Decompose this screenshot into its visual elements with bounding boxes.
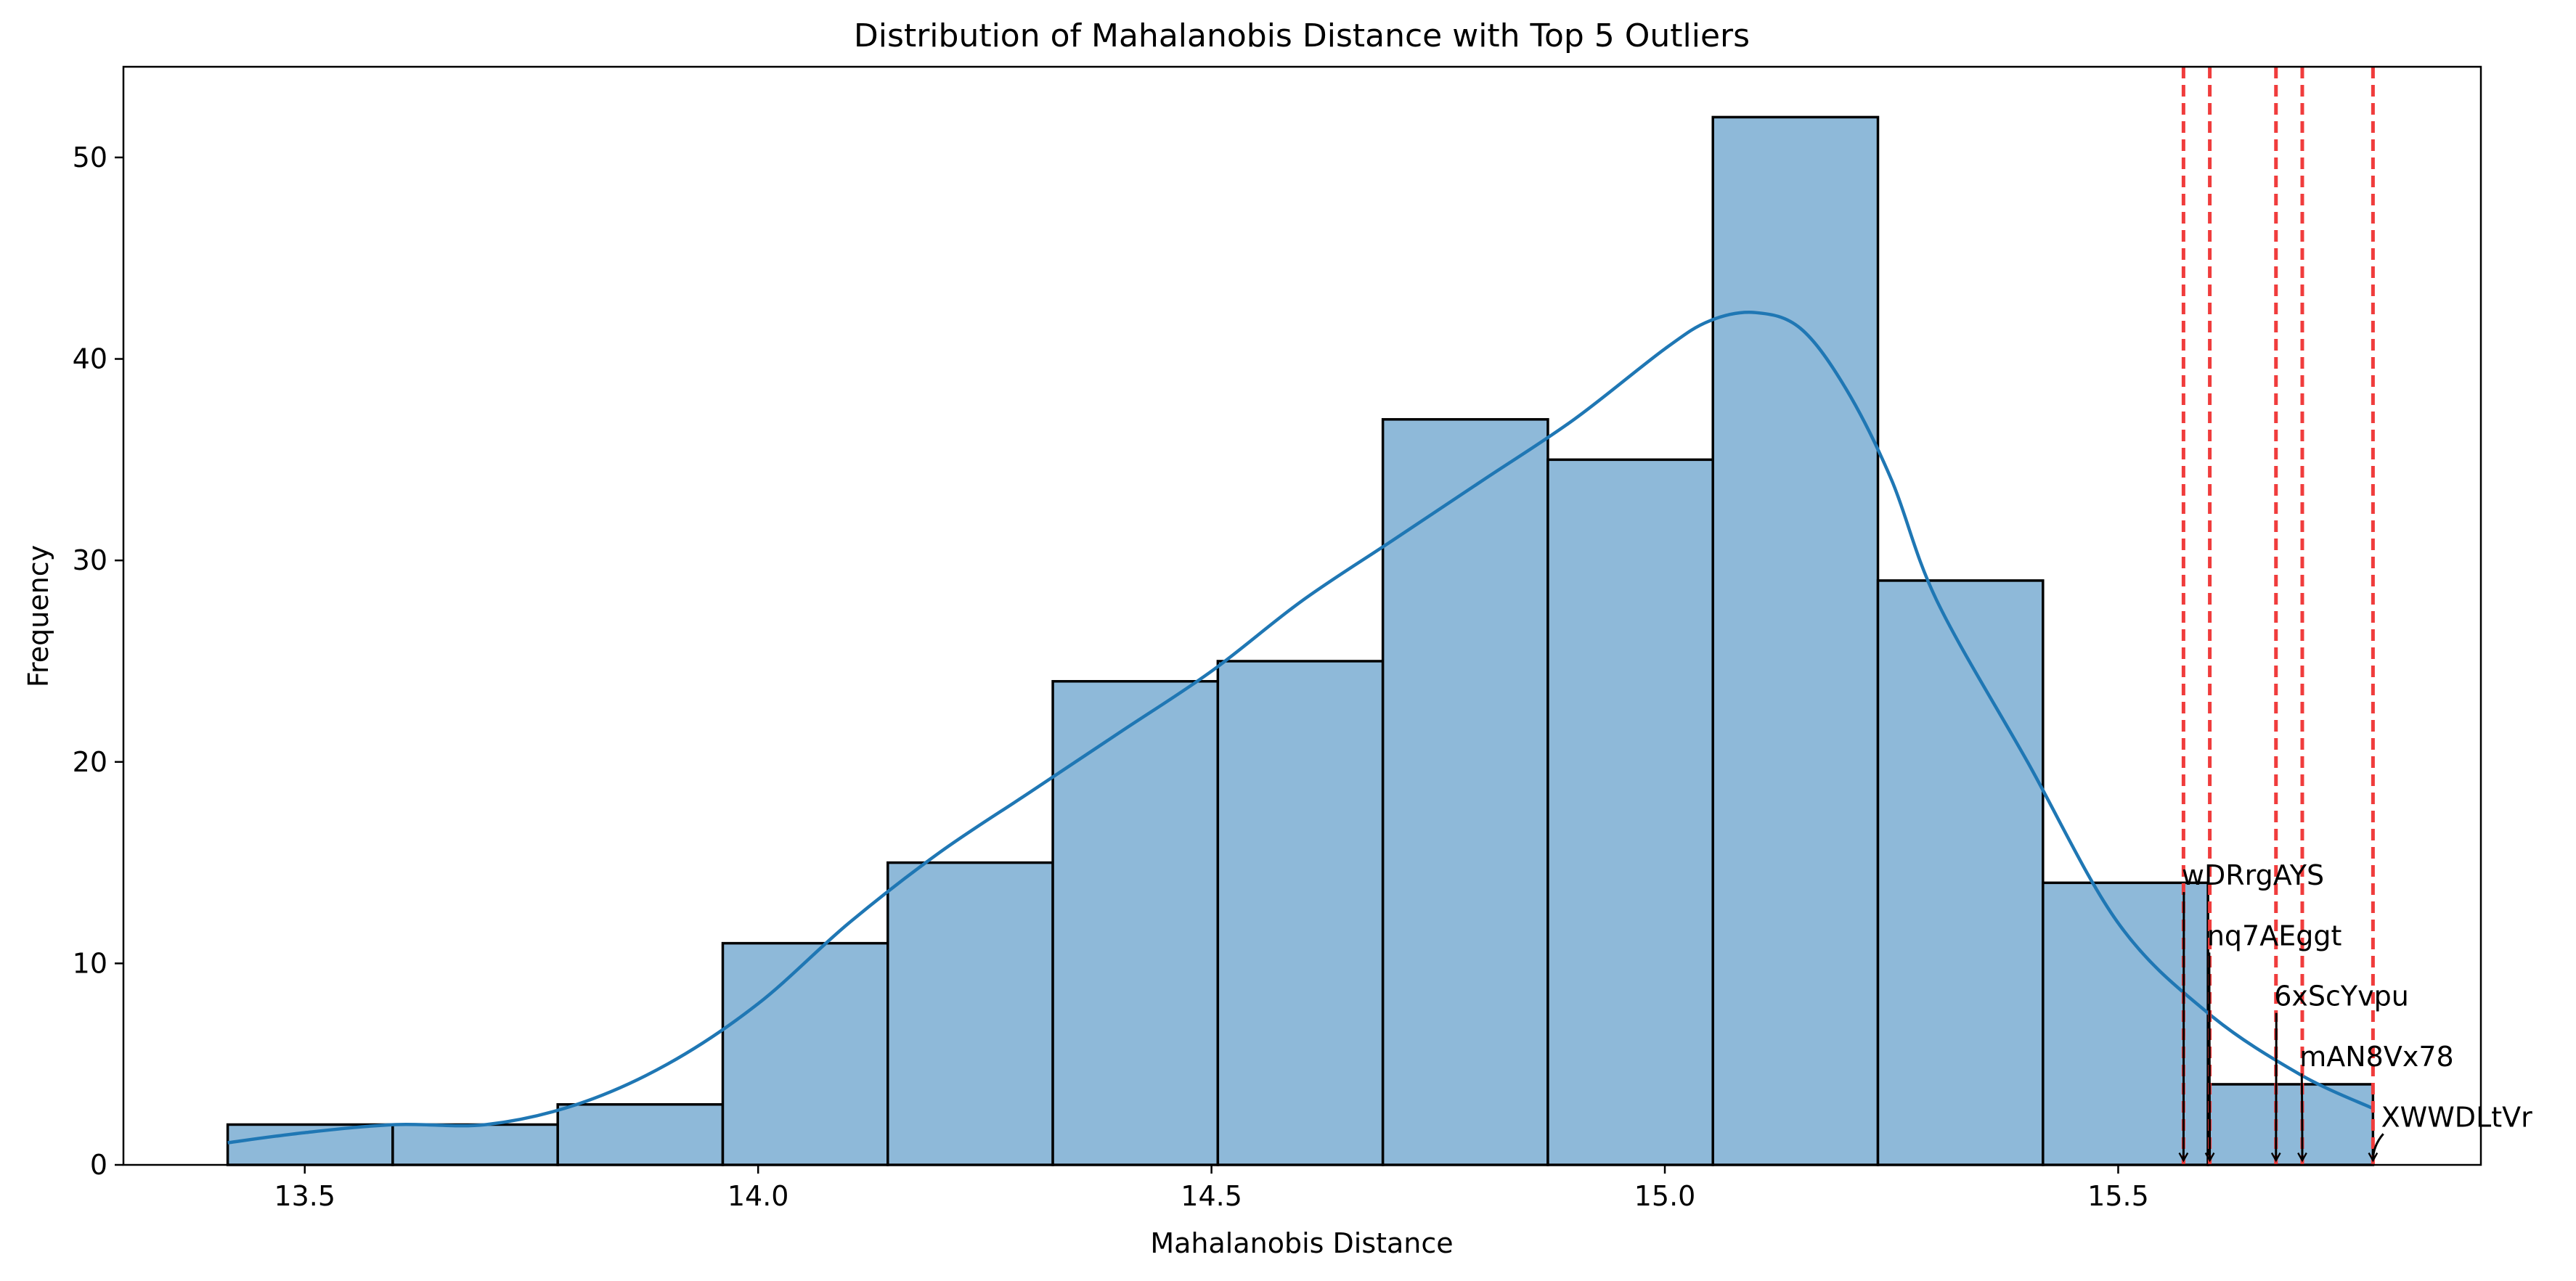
y-tick-label: 50 (73, 142, 107, 173)
kde-curve (227, 311, 2374, 1145)
histogram-bar-5 (886, 861, 1054, 1166)
chart-title: Distribution of Mahalanobis Distance wit… (854, 17, 1750, 54)
outlier-arrow-6xScYvpu (2276, 1012, 2277, 1161)
histogram-bar-11 (1876, 579, 2045, 1166)
outlier-label-6xScYvpu: 6xScYvpu (2274, 981, 2409, 1012)
histogram-bar-10 (1711, 115, 1880, 1166)
y-tick-label: 30 (73, 544, 107, 576)
y-axis-label: Frequency (23, 545, 54, 687)
histogram-bar-8 (1381, 418, 1549, 1166)
histogram-bar-2 (391, 1123, 559, 1166)
y-axis-ticks: 0 10 20 30 40 50 (73, 142, 123, 1181)
histogram-bar-12 (2042, 881, 2209, 1166)
x-tick-label: 14.0 (727, 1180, 789, 1212)
x-tick-label: 15.0 (1634, 1180, 1696, 1212)
outlier-label-nq7AEggt: nq7AEggt (2207, 920, 2342, 951)
x-tick-label: 14.5 (1181, 1180, 1242, 1212)
outlier-arrow-XWWDLtVr (2373, 1133, 2384, 1161)
histogram-bar-9 (1546, 458, 1714, 1166)
y-tick-label: 10 (73, 947, 107, 979)
y-tick-label: 20 (73, 746, 107, 778)
histogram-bars (226, 115, 2375, 1166)
histogram-bar-6 (1051, 679, 1220, 1166)
x-tick-label: 15.5 (2087, 1180, 2149, 1212)
outlier-label-mAN8Vx78: mAN8Vx78 (2299, 1041, 2453, 1073)
histogram-bar-3 (556, 1102, 725, 1166)
y-tick-label: 40 (73, 343, 107, 375)
outlier-label-wDRrgAYS: wDRrgAYS (2182, 859, 2324, 891)
outlier-label-XWWDLtVr: XWWDLtVr (2381, 1101, 2533, 1133)
histogram-bar-7 (1216, 660, 1385, 1166)
outlier-arrow-nq7AEggt (2209, 952, 2210, 1161)
x-axis-label: Mahalanobis Distance (1150, 1227, 1453, 1259)
histogram-bar-4 (721, 941, 889, 1166)
outlier-annotations: wDRrgAYS nq7AEggt 6xScYvpu mAN8Vx78 XWWDLtVr (2182, 859, 2532, 1161)
x-axis-ticks: 13.5 14.0 14.5 15.0 15.5 (274, 1165, 2149, 1212)
y-tick-label: 0 (90, 1149, 107, 1181)
x-tick-label: 13.5 (274, 1180, 335, 1212)
outlier-arrow-wDRrgAYS (2183, 892, 2184, 1161)
plot-frame (122, 65, 2482, 1166)
